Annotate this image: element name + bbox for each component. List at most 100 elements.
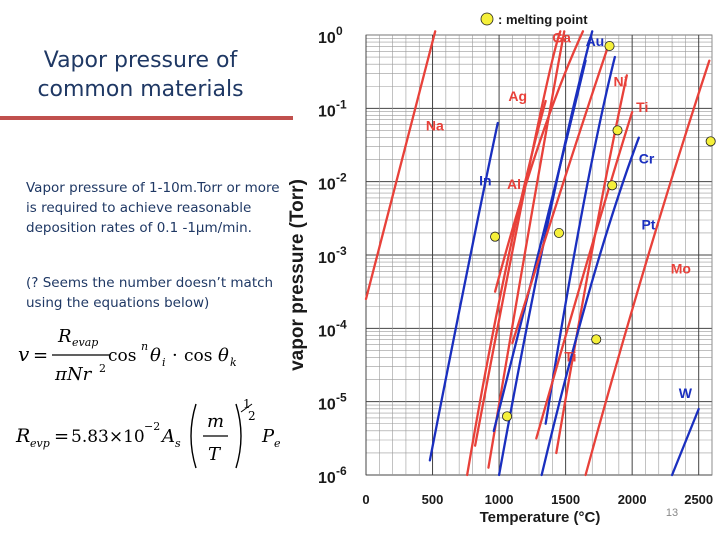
velocity-equation: v = R evap πNr 2 cos n θ i · cos θ k: [18, 326, 237, 385]
series-label-ag: Ag: [508, 88, 527, 104]
series-line-ni: [544, 55, 617, 425]
equations: v = R evap πNr 2 cos n θ i · cos θ k R e…: [15, 326, 281, 469]
y-tick-label: 10: [318, 397, 336, 414]
series-line-al: [465, 99, 547, 477]
y-tick-label: 10: [318, 250, 336, 267]
x-tick-label: 1000: [485, 492, 514, 507]
eq-v-cos1: cos: [108, 346, 136, 366]
melting-point-marker: [612, 125, 623, 136]
eq-r-exp-slash: [240, 403, 253, 413]
eq-v-cos1-sup: n: [141, 340, 148, 353]
y-tick-label: 10: [318, 103, 336, 120]
eq-r-m: m: [207, 411, 224, 432]
series-label-al: Al: [507, 176, 521, 192]
y-tick-label: 10: [318, 30, 336, 47]
x-tick-label: 500: [422, 492, 444, 507]
melting-point-marker: [490, 231, 501, 242]
eq-r-P-sub: e: [274, 437, 281, 450]
series-line: [492, 59, 587, 433]
eq-v-num-sub: evap: [72, 336, 98, 349]
series-line-in: [428, 121, 499, 462]
page-number: 13: [665, 507, 679, 519]
series-label-ga: Ga: [552, 29, 571, 45]
body-paragraph-2: (? Seems the number doesn’t match using …: [26, 275, 274, 311]
eq-r-coef: 5.83×10: [71, 427, 145, 447]
body-paragraph-1: Vapor pressure of 1-10m.Torr or more is …: [26, 180, 280, 236]
chart-series: [364, 30, 711, 477]
y-tick-exponent: -1: [336, 97, 347, 111]
y-tick-label: 10: [318, 177, 336, 194]
melting-point-marker: [591, 334, 602, 345]
eq-equals-1: =: [33, 345, 48, 366]
series-label-in: In: [479, 172, 491, 188]
series-line-mo: [584, 59, 711, 477]
eq-r-P: P: [261, 426, 275, 447]
chart-legend: : melting point: [480, 12, 588, 27]
y-tick-exponent: -4: [336, 317, 347, 331]
eq-theta-i-sub: i: [162, 356, 166, 369]
y-tick-exponent: -6: [336, 464, 347, 478]
y-tick-exponent: -3: [336, 244, 347, 258]
melting-points: [490, 41, 716, 422]
series-line: [511, 44, 610, 345]
y-tick-label: 10: [318, 470, 336, 487]
y-tick-exponent: -5: [336, 391, 347, 405]
melting-point-marker: [553, 227, 564, 238]
series-line-cr: [493, 30, 585, 293]
eq-r-exp-num: 1: [243, 397, 251, 411]
eq-v-den: πNr: [54, 364, 93, 385]
x-tick-label: 1500: [551, 492, 580, 507]
series-line: [535, 110, 634, 440]
eq-r-T: T: [208, 444, 222, 465]
series-label-ni: Ni: [614, 73, 628, 89]
eq-v: v: [18, 342, 30, 366]
series-label-ti: Ti: [636, 99, 648, 115]
rate-equation: R evp = 5.83×10 −2 A s m T 1 2 P e: [15, 397, 281, 469]
y-axis-label: vapor pressure (Torr): [287, 179, 308, 371]
x-axis-label: Temperature (°C): [480, 509, 601, 526]
series-label-pt: Pt: [641, 216, 655, 232]
eq-v-cos2: cos: [184, 346, 212, 366]
melting-point-marker: [705, 136, 716, 147]
eq-v-num: R: [57, 326, 72, 347]
melting-point-marker: [604, 41, 615, 52]
eq-dot: ·: [172, 345, 178, 366]
series-line-na: [364, 30, 437, 301]
series-labels: Na Ag Ga Au Ni Ti Cr In Al Pt Mo Ti W: [426, 29, 693, 401]
x-tick-label: 0: [362, 492, 369, 507]
eq-r-exp-den: 2: [248, 409, 256, 423]
y-tick-exponent: 0: [336, 24, 343, 38]
series-label-cr: Cr: [639, 150, 655, 166]
series-label-na: Na: [426, 117, 444, 133]
eq-theta-k-sub: k: [230, 356, 237, 369]
eq-r-sub: evp: [30, 437, 50, 450]
title-rule: [0, 116, 293, 120]
eq-r-As: A: [160, 426, 175, 447]
eq-r-As-sub: s: [175, 437, 181, 450]
melting-point-marker: [502, 411, 513, 422]
eq-theta-i: θ: [150, 345, 161, 366]
slide-title: Vapor pressure of common materials: [37, 48, 244, 102]
eq-r: R: [15, 425, 30, 447]
eq-v-den-sup: 2: [99, 362, 106, 375]
eq-right-paren: [235, 403, 242, 469]
series-label-mo: Mo: [671, 260, 691, 276]
series-label-w: W: [679, 385, 693, 401]
x-tick-label: 2500: [684, 492, 713, 507]
y-tick-label: 10: [318, 323, 336, 340]
series-label-au: Au: [586, 33, 605, 49]
melting-point-marker: [607, 180, 618, 191]
series-line-w: [670, 407, 700, 477]
eq-theta-k: θ: [218, 345, 229, 366]
eq-r-coef-sup: −2: [144, 420, 160, 433]
series-line-ga: [487, 30, 566, 469]
eq-left-paren: [190, 403, 197, 469]
legend-melting-point-label: : melting point: [498, 12, 588, 27]
series-label-ti: Ti: [564, 348, 576, 364]
series-line-pt: [540, 136, 640, 477]
legend-melting-point-marker: [480, 12, 494, 26]
eq-equals-2: =: [54, 426, 69, 447]
y-tick-exponent: -2: [336, 171, 347, 185]
